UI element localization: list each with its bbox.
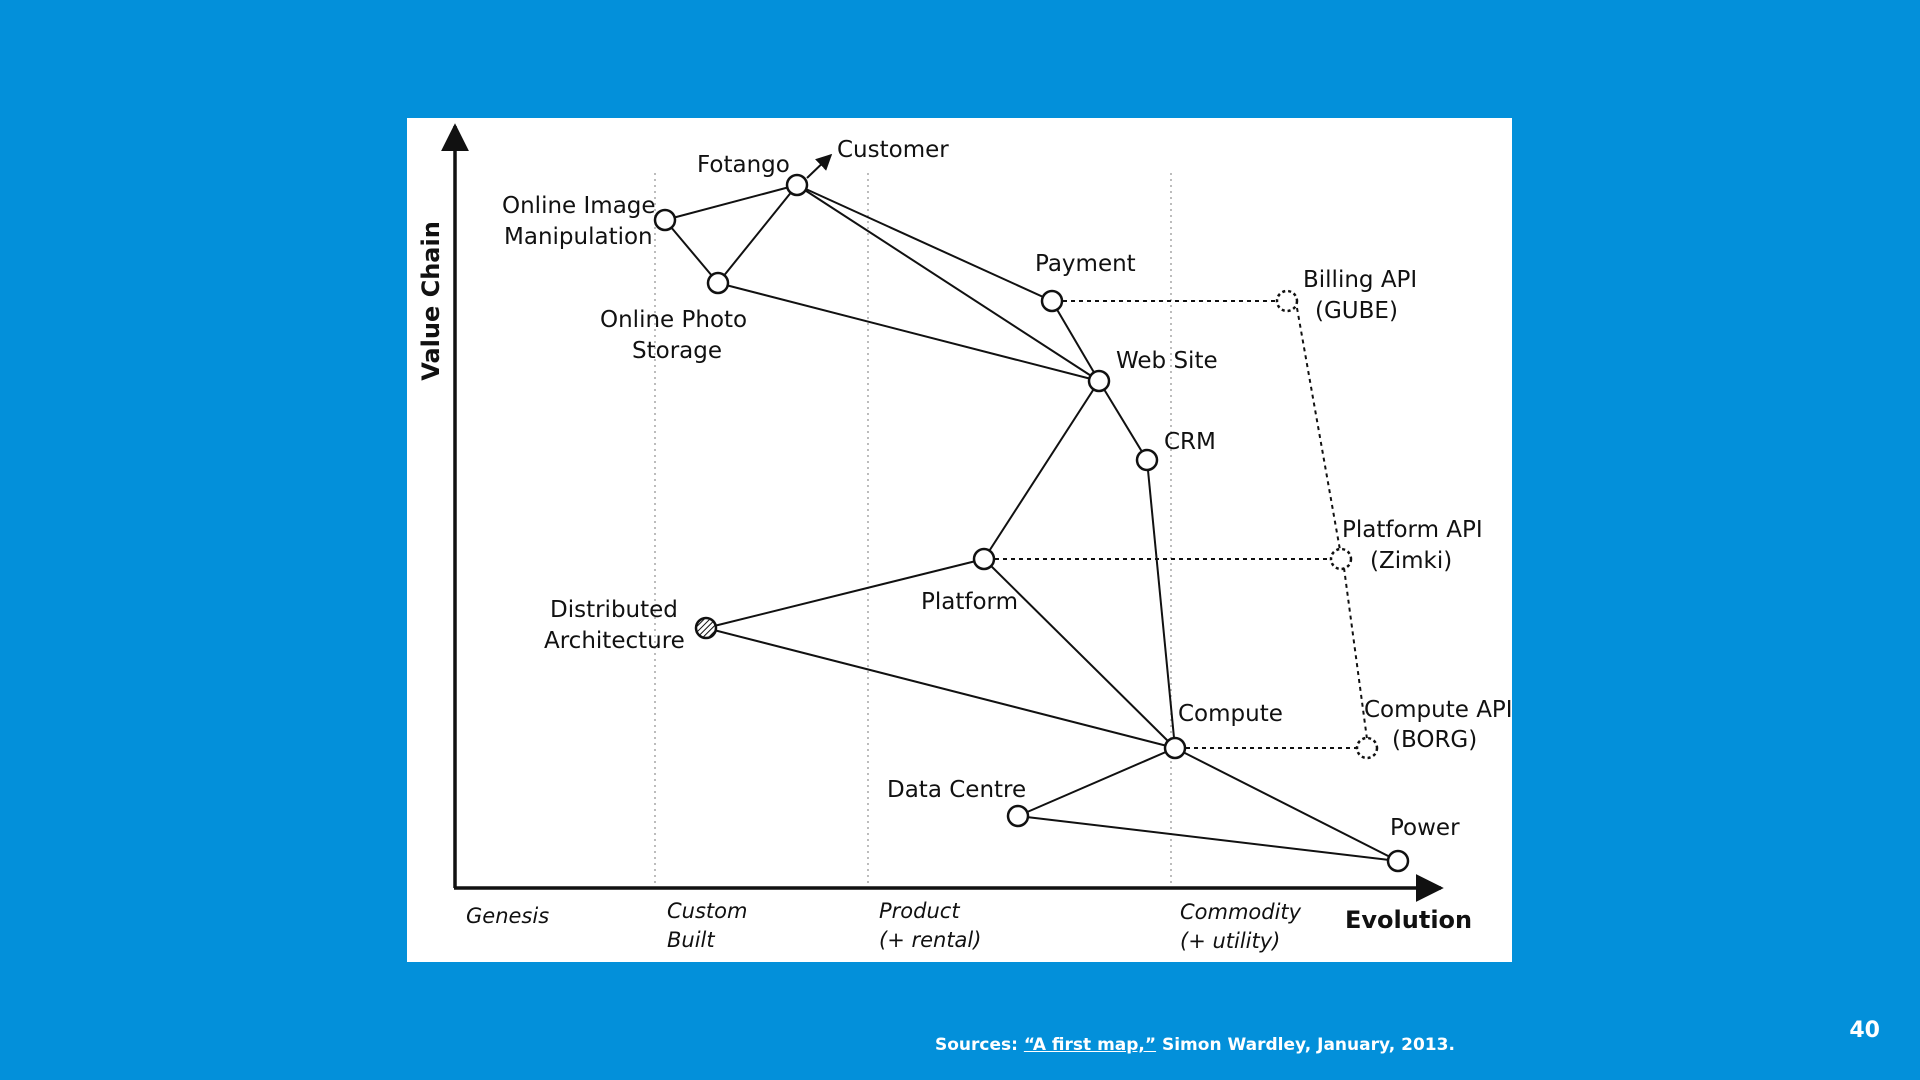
stage-custom-2: Built [667,928,715,952]
y-axis-title: Value Chain [417,221,445,381]
node-web-site[interactable] [1087,369,1111,393]
link-photo-website [717,282,1100,382]
node-platform-api[interactable] [1329,547,1353,571]
link-payment-website [1051,300,1100,382]
link-compute-datacentre [1017,747,1176,817]
node-power[interactable] [1386,849,1410,873]
link-platform-compute [983,558,1176,749]
link-compute-power [1174,747,1399,862]
link-fotango-payment [796,184,1053,302]
wardley-map-diagram: Customer Fotango Online Image Manipulati… [417,123,1512,953]
link-image-photo [664,219,719,284]
node-compute[interactable] [1163,736,1187,760]
label-billing-api-1: Billing API [1303,267,1417,293]
label-compute: Compute [1178,701,1283,727]
label-platform: Platform [921,589,1018,615]
label-online-photo-1: Online Photo [600,307,747,333]
node-fotango[interactable] [785,173,809,197]
source-suffix: Simon Wardley, January, 2013. [1156,1035,1455,1055]
node-online-image-manipulation[interactable] [653,208,677,232]
node-crm[interactable] [1135,448,1159,472]
label-crm: CRM [1164,429,1216,455]
label-customer: Customer [837,137,949,163]
link-fotango-website [796,184,1100,382]
node-payment[interactable] [1040,289,1064,313]
wardley-map-card: Customer Fotango Online Image Manipulati… [407,118,1512,962]
label-power: Power [1390,815,1460,841]
evolution-link-billing-zimki [1296,307,1341,551]
label-online-image-2: Manipulation [504,224,653,250]
source-citation: Sources: “A first map,” Simon Wardley, J… [935,1035,1455,1055]
label-compute-api-2: (BORG) [1392,727,1477,753]
label-data-centre: Data Centre [887,777,1026,803]
node-compute-api[interactable] [1355,736,1379,760]
stage-commodity-1: Commodity [1180,900,1302,924]
link-crm-compute [1146,459,1176,749]
link-photo-fotango [717,184,798,284]
node-platform[interactable] [972,547,996,571]
label-online-image-1: Online Image [502,193,656,219]
source-prefix: Sources: [935,1035,1024,1055]
stage-product-2: (+ rental) [879,928,981,952]
node-online-photo-storage[interactable] [706,271,730,295]
x-axis-title: Evolution [1345,906,1472,934]
page-number: 40 [1849,1018,1880,1043]
link-website-crm [1098,380,1148,461]
label-distributed-1: Distributed [550,597,678,623]
label-platform-api-1: Platform API [1342,517,1483,543]
link-website-platform [983,380,1100,560]
stage-commodity-2: (+ utility) [1180,929,1280,953]
source-link[interactable]: “A first map,” [1023,1035,1157,1055]
stage-product-1: Product [879,899,960,923]
stage-genesis: Genesis [466,904,549,928]
node-billing-api[interactable] [1275,289,1299,313]
link-image-fotango [664,184,798,221]
label-billing-api-2: (GUBE) [1315,298,1398,324]
label-fotango: Fotango [697,152,790,178]
node-distributed-architecture[interactable] [694,616,718,640]
node-data-centre[interactable] [1006,804,1030,828]
label-payment: Payment [1035,251,1136,277]
label-platform-api-2: (Zimki) [1370,548,1452,574]
link-platform-distributed [705,558,985,629]
stage-custom-1: Custom [667,899,747,923]
customer-arrow [806,153,833,179]
label-compute-api-1: Compute API [1364,697,1512,723]
label-web-site: Web Site [1116,348,1218,374]
link-distributed-compute [705,627,1176,749]
label-distributed-2: Architecture [544,628,685,654]
label-online-photo-2: Storage [632,338,722,364]
link-datacentre-power [1017,815,1399,862]
